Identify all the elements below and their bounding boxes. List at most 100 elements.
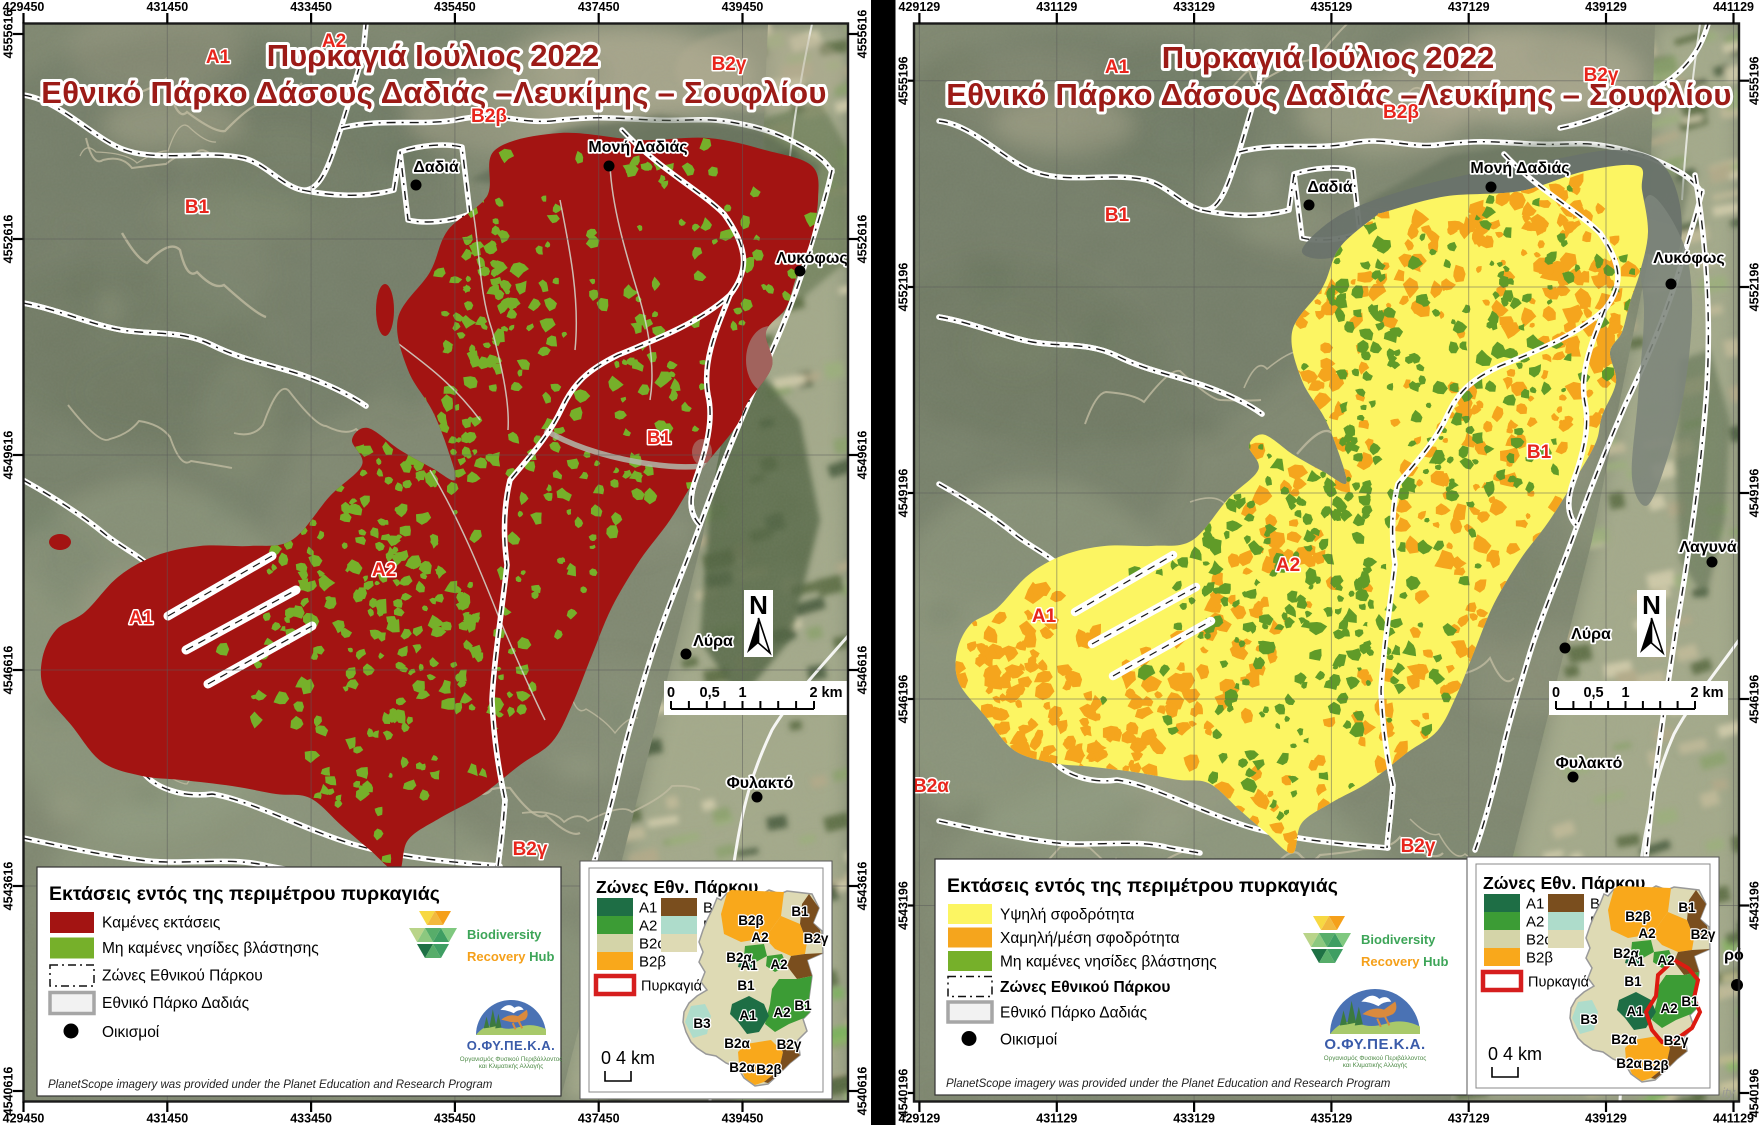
svg-text:και Κλιματικής Αλλαγής: και Κλιματικής Αλλαγής <box>479 1063 544 1070</box>
svg-text:Οικισμοί: Οικισμοί <box>1000 1032 1058 1049</box>
svg-text:Ζώνες Εθν. Πάρκου: Ζώνες Εθν. Πάρκου <box>1483 873 1645 893</box>
svg-text:B2β: B2β <box>471 106 507 127</box>
svg-text:A2: A2 <box>770 957 787 972</box>
svg-text:429450: 429450 <box>3 1112 45 1126</box>
svg-text:4543616: 4543616 <box>2 862 16 911</box>
svg-text:Biodiversity: Biodiversity <box>467 927 542 942</box>
svg-text:B1: B1 <box>791 904 809 919</box>
svg-text:4546196: 4546196 <box>897 675 911 724</box>
svg-text:B2α: B2α <box>913 776 949 797</box>
svg-text:429450: 429450 <box>3 0 45 14</box>
svg-text:B2β: B2β <box>1383 102 1419 123</box>
svg-text:441129: 441129 <box>1713 1112 1754 1126</box>
svg-text:B2γ: B2γ <box>1401 836 1436 857</box>
svg-text:4555196: 4555196 <box>897 56 911 105</box>
svg-text:Πυρκαγιά: Πυρκαγιά <box>1528 975 1589 991</box>
svg-text:B2α: B2α <box>726 950 752 965</box>
svg-text:4540616: 4540616 <box>2 1067 16 1116</box>
svg-text:B1: B1 <box>185 197 210 218</box>
svg-text:4549196: 4549196 <box>1748 469 1762 518</box>
svg-text:435129: 435129 <box>1311 0 1353 14</box>
svg-text:0: 0 <box>667 685 675 701</box>
svg-text:A2: A2 <box>639 918 657 935</box>
svg-text:B2β: B2β <box>1625 909 1651 924</box>
svg-text:2 km: 2 km <box>809 685 842 701</box>
svg-text:Λυκόφως: Λυκόφως <box>776 250 847 267</box>
svg-text:2 km: 2 km <box>1690 685 1723 701</box>
svg-text:B2β: B2β <box>639 954 666 971</box>
svg-text:Ο.ΦΥ.ΠΕ.Κ.Α.: Ο.ΦΥ.ΠΕ.Κ.Α. <box>467 1038 556 1053</box>
svg-text:B2β: B2β <box>1643 1058 1669 1073</box>
svg-text:Φυλακτό: Φυλακτό <box>1556 755 1623 772</box>
svg-text:4546616: 4546616 <box>2 646 16 695</box>
svg-text:B2γ: B2γ <box>513 839 548 860</box>
svg-text:N: N <box>1642 590 1661 620</box>
svg-text:433450: 433450 <box>290 1112 332 1126</box>
svg-text:Μη καμένες νησίδες βλάστησης: Μη καμένες νησίδες βλάστησης <box>102 940 319 957</box>
svg-text:Οργανισμός Φυσικού Περιβάλλοντ: Οργανισμός Φυσικού Περιβάλλοντος <box>460 1055 563 1063</box>
svg-text:B1: B1 <box>794 998 812 1013</box>
svg-text:Εθνικό Πάρκο Δαδιάς: Εθνικό Πάρκο Δαδιάς <box>102 995 249 1012</box>
svg-text:B3: B3 <box>693 1016 711 1031</box>
svg-text:Recovery Hub: Recovery Hub <box>467 949 554 964</box>
svg-text:431450: 431450 <box>146 0 188 14</box>
svg-text:B1: B1 <box>1681 994 1699 1009</box>
svg-text:431129: 431129 <box>1036 1112 1077 1126</box>
svg-text:B2β: B2β <box>738 913 764 928</box>
svg-text:Λαγυνά: Λαγυνά <box>1679 539 1737 556</box>
svg-text:B2α: B2α <box>639 936 666 953</box>
svg-text:Λύρα: Λύρα <box>693 633 733 650</box>
svg-text:Μη καμένες νησίδες βλάστησης: Μη καμένες νησίδες βλάστησης <box>1000 954 1217 971</box>
svg-text:A2: A2 <box>1276 555 1300 576</box>
svg-text:Ζώνες Εθνικού Πάρκου: Ζώνες Εθνικού Πάρκου <box>102 968 263 985</box>
svg-text:Εκτάσεις εντός της περιμέτρου: Εκτάσεις εντός της περιμέτρου πυρκαγιάς <box>49 883 440 905</box>
svg-text:441129: 441129 <box>1713 0 1754 14</box>
svg-text:435129: 435129 <box>1311 1112 1353 1126</box>
svg-text:B2α: B2α <box>1611 1032 1637 1047</box>
svg-text:433129: 433129 <box>1173 0 1215 14</box>
svg-text:A1: A1 <box>1032 606 1057 627</box>
svg-text:4546616: 4546616 <box>856 646 870 695</box>
svg-text:Ο.ΦΥ.ΠΕ.Κ.Α.: Ο.ΦΥ.ΠΕ.Κ.Α. <box>1324 1036 1425 1053</box>
svg-text:433450: 433450 <box>290 0 332 14</box>
svg-text:0,5: 0,5 <box>700 685 720 701</box>
svg-text:B2γ: B2γ <box>712 54 747 75</box>
svg-text:4552616: 4552616 <box>2 215 16 264</box>
svg-text:A1: A1 <box>1105 57 1130 78</box>
svg-text:B1: B1 <box>1527 442 1552 463</box>
svg-text:A2: A2 <box>322 31 346 52</box>
svg-text:B2α: B2α <box>1613 946 1639 961</box>
svg-text:Ζώνες Εθνικού Πάρκου: Ζώνες Εθνικού Πάρκου <box>1000 979 1170 996</box>
svg-text:439129: 439129 <box>1585 0 1627 14</box>
svg-text:Εθνικό Πάρκο Δάσους Δαδιάς –Λε: Εθνικό Πάρκο Δάσους Δαδιάς –Λευκίμης – Σ… <box>946 77 1731 112</box>
svg-text:B1: B1 <box>737 978 755 993</box>
svg-text:A1: A1 <box>206 47 231 68</box>
svg-text:Πυρκαγιά Ιούλιος 2022: Πυρκαγιά Ιούλιος 2022 <box>1162 40 1495 75</box>
svg-text:Μονή Δαδιάς: Μονή Δαδιάς <box>1470 160 1569 177</box>
svg-text:B2α: B2α <box>1616 1056 1642 1071</box>
svg-text:4555616: 4555616 <box>2 10 16 59</box>
svg-text:A2: A2 <box>1657 953 1674 968</box>
svg-text:Μονή Δαδιάς: Μονή Δαδιάς <box>588 139 687 156</box>
svg-text:437129: 437129 <box>1448 0 1490 14</box>
svg-text:B2γ: B2γ <box>1664 1033 1689 1048</box>
svg-text:B2γ: B2γ <box>777 1037 802 1052</box>
svg-text:Καμένες εκτάσεις: Καμένες εκτάσεις <box>102 915 220 932</box>
svg-text:ity: ity <box>1722 1085 1737 1100</box>
svg-text:B1: B1 <box>1678 900 1696 915</box>
svg-text:4552196: 4552196 <box>897 263 911 312</box>
svg-text:4546196: 4546196 <box>1748 675 1762 724</box>
svg-text:B2γ: B2γ <box>1691 927 1716 942</box>
svg-text:429129: 429129 <box>899 0 941 14</box>
svg-text:Ζώνες Εθν. Πάρκου: Ζώνες Εθν. Πάρκου <box>596 877 758 897</box>
svg-text:A1: A1 <box>1626 1004 1644 1019</box>
svg-text:Εκτάσεις εντός της περιμέτρου: Εκτάσεις εντός της περιμέτρου πυρκαγιάς <box>947 875 1338 897</box>
svg-text:B2γ: B2γ <box>1584 65 1619 86</box>
svg-text:4549616: 4549616 <box>856 431 870 480</box>
svg-text:4555196: 4555196 <box>1748 56 1762 105</box>
svg-text:PlanetScope imagery was provid: PlanetScope imagery was provided under t… <box>48 1079 493 1091</box>
svg-text:Χαμηλή/μέση σφοδρότητα: Χαμηλή/μέση σφοδρότητα <box>1000 930 1180 947</box>
svg-text:Biodiversity: Biodiversity <box>1361 932 1436 947</box>
svg-text:N: N <box>749 590 768 620</box>
svg-text:A1: A1 <box>739 1008 757 1023</box>
